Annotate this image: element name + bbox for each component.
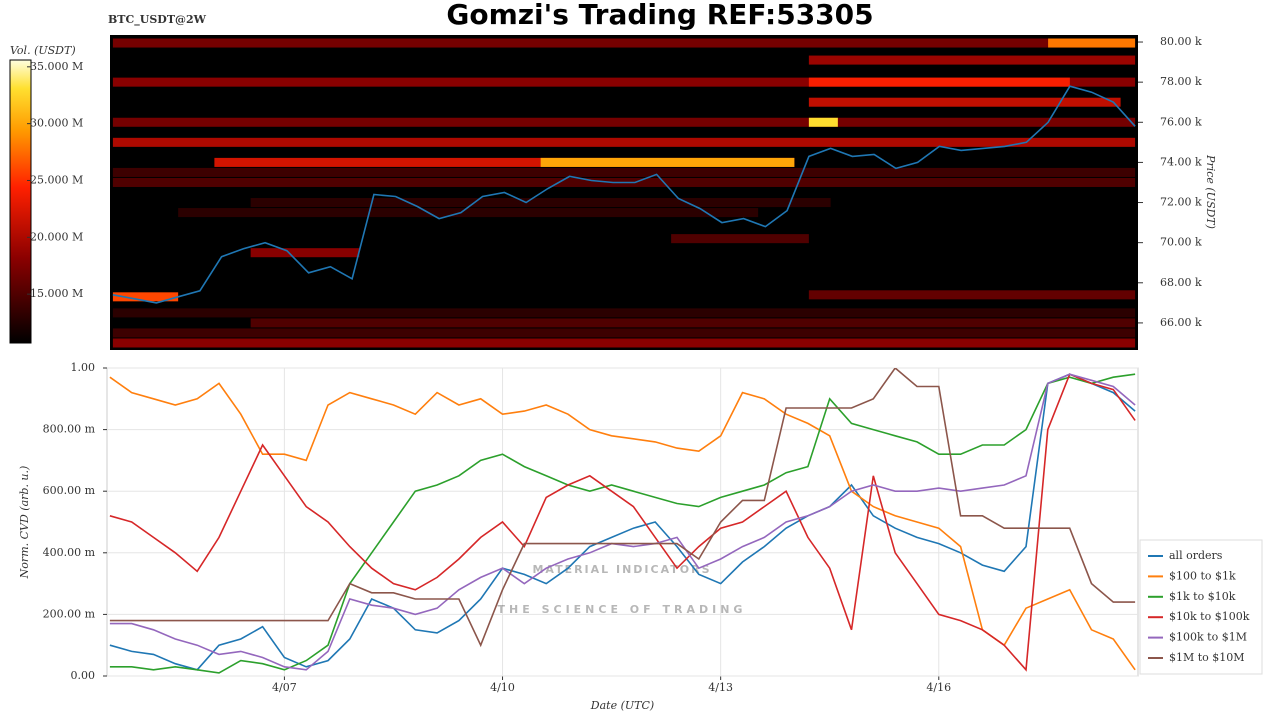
- colorbar-tick-label: 25.000 M: [30, 173, 83, 186]
- watermark: MATERIAL INDICATORS: [532, 563, 711, 576]
- heatmap-cell: [1048, 38, 1136, 48]
- y-tick-label: 72.00 k: [1160, 196, 1202, 209]
- y-tick-label: 800.00 m: [43, 423, 96, 436]
- heatmap-cell: [112, 167, 1136, 177]
- heatmap-cell: [808, 117, 838, 127]
- y-tick-label: 76.00 k: [1160, 115, 1202, 128]
- heatmap-cell: [112, 308, 1136, 318]
- y-axis-label: Price (USDT): [1204, 154, 1217, 229]
- x-tick-label: 4/07: [272, 681, 297, 694]
- y-tick-label: 74.00 k: [1160, 155, 1202, 168]
- cvd-line: [109, 373, 1136, 671]
- y-tick-label: 80.00 k: [1160, 35, 1202, 48]
- heatmap-cell: [808, 290, 1136, 300]
- legend-label: $1M to $10M: [1169, 651, 1245, 664]
- heatmap-cell: [250, 248, 360, 258]
- cvd-line: [109, 373, 1136, 671]
- heatmap-cell: [112, 117, 1136, 127]
- price-line: [112, 85, 1136, 304]
- heatmap-cell: [808, 97, 1121, 107]
- legend-label: $100k to $1M: [1169, 631, 1247, 644]
- y-tick-label: 600.00 m: [43, 484, 96, 497]
- y-tick-label: 70.00 k: [1160, 236, 1202, 249]
- heatmap-cell: [250, 318, 1136, 328]
- x-tick-label: 4/10: [490, 681, 515, 694]
- colorbar: [9, 59, 32, 344]
- cvd-lines: [109, 368, 1136, 674]
- legend-label: all orders: [1169, 549, 1223, 562]
- y-tick-label: 0.00: [71, 669, 96, 682]
- heatmap-cell: [808, 77, 1070, 87]
- colorbar-tick-label: 15.000 M: [30, 287, 83, 300]
- y-tick-label: 78.00 k: [1160, 75, 1202, 88]
- y-tick-label: 66.00 k: [1160, 316, 1202, 329]
- y-tick-label: 68.00 k: [1160, 276, 1202, 289]
- chart-title: Gomzi's Trading REF:53305: [446, 0, 873, 31]
- colorbar-label: Vol. (USDT): [10, 44, 76, 57]
- x-tick-label: 4/13: [708, 681, 733, 694]
- heatmap-cell: [808, 55, 1136, 65]
- cvd-line: [109, 373, 1136, 672]
- heatmap-cell: [671, 234, 809, 244]
- colorbar-tick-label: 30.000 M: [30, 117, 83, 130]
- legend-box: [1139, 539, 1263, 675]
- heatmap-cell: [178, 208, 759, 218]
- colorbar-tick-label: 20.000 M: [30, 230, 83, 243]
- heatmap-cells: [112, 38, 1136, 348]
- heatmap-cell: [540, 157, 795, 167]
- heatmap-cell: [214, 157, 795, 167]
- x-axis-label: Date (UTC): [590, 699, 654, 712]
- cvd-line: [109, 376, 1136, 671]
- x-tick-label: 4/16: [926, 681, 951, 694]
- heatmap-cell: [112, 292, 179, 302]
- legend-label: $100 to $1k: [1169, 569, 1236, 582]
- y-tick-label: 400.00 m: [43, 546, 96, 559]
- heatmap-cell: [112, 137, 1136, 147]
- cvd-line: [109, 373, 1136, 674]
- y-axis-label: Norm. CVD (arb. u.): [18, 466, 31, 580]
- heatmap-cell: [112, 38, 1136, 48]
- y-tick-label: 1.00: [71, 361, 96, 374]
- heatmap-cell: [250, 198, 831, 208]
- legend-label: $1k to $10k: [1169, 590, 1236, 603]
- legend-label: $10k to $100k: [1169, 610, 1250, 623]
- colorbar-tick-label: 35.000 M: [30, 60, 83, 73]
- cvd-line: [109, 368, 1136, 648]
- y-tick-label: 200.00 m: [43, 607, 96, 620]
- watermark: THE SCIENCE OF TRADING: [498, 603, 747, 616]
- chart-subtitle: BTC_USDT@2W: [108, 13, 207, 27]
- heatmap-cell: [112, 77, 1136, 87]
- heatmap-cell: [112, 338, 1136, 348]
- heatmap-cell: [112, 328, 1136, 338]
